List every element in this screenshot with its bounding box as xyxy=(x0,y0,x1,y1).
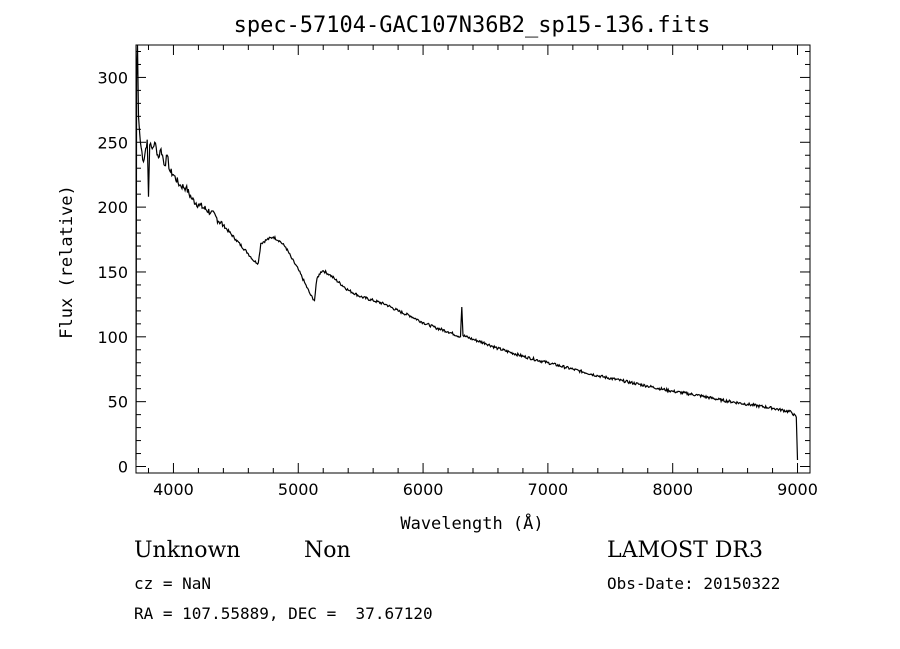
axis-ticks xyxy=(136,45,810,473)
x-tick-label: 4000 xyxy=(153,480,194,499)
obs-date-text: Obs-Date: 20150322 xyxy=(607,574,781,593)
y-tick-label: 50 xyxy=(108,393,128,412)
radec-text: RA = 107.55889, DEC = 37.67120 xyxy=(134,604,433,623)
x-axis-label: Wavelength (Å) xyxy=(400,512,543,534)
plot-frame xyxy=(135,44,811,474)
y-tick-label: 250 xyxy=(97,133,128,152)
y-tick-label: 100 xyxy=(97,328,128,347)
cz-text: cz = NaN xyxy=(134,574,212,593)
x-tick-label: 7000 xyxy=(528,480,569,499)
subclass-label: Non xyxy=(304,538,351,563)
survey-label: LAMOST DR3 xyxy=(607,538,763,563)
spectrum-line xyxy=(135,44,799,461)
x-tick-label: 9000 xyxy=(777,480,818,499)
x-tick-label: 6000 xyxy=(403,480,444,499)
y-tick-label: 150 xyxy=(97,263,128,282)
y-tick-label: 200 xyxy=(97,198,128,217)
chart-title: spec-57104-GAC107N36B2_sp15-136.fits xyxy=(234,13,711,38)
x-tick-label: 8000 xyxy=(652,480,693,499)
y-axis-label: Flux (relative) xyxy=(57,185,77,339)
x-tick-label: 5000 xyxy=(278,480,319,499)
y-tick-label: 0 xyxy=(118,458,128,477)
class-label: Unknown xyxy=(134,538,241,563)
y-tick-label: 300 xyxy=(97,68,128,87)
axis-tick-labels: 4000 5000 6000 7000 8000 9000 0 50 100 150 200 250 3… xyxy=(97,68,817,499)
